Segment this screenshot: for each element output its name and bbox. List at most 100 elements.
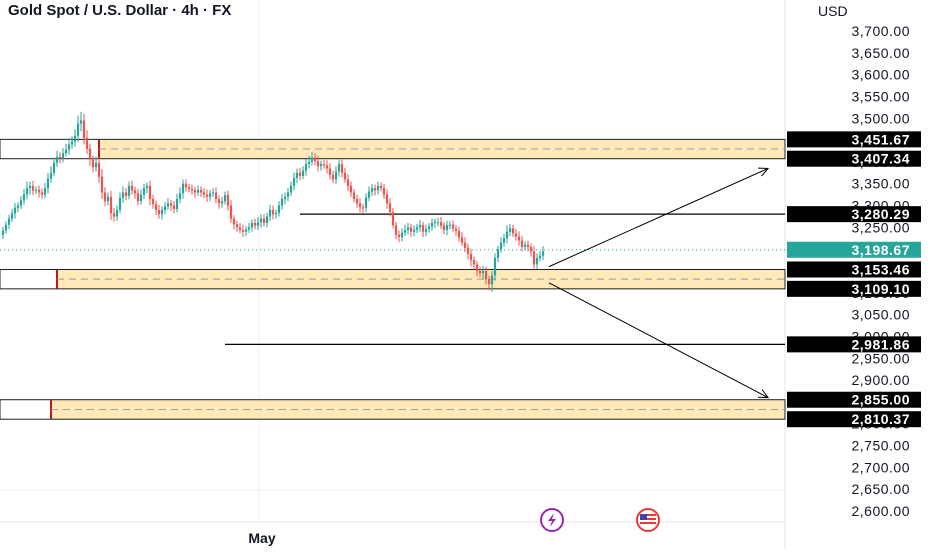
candle xyxy=(40,188,44,199)
candle-body xyxy=(19,200,23,206)
candle-body xyxy=(250,223,254,228)
candle xyxy=(166,198,170,210)
candle-body xyxy=(484,271,488,280)
x-axis-label: May xyxy=(248,530,275,546)
candle-body xyxy=(298,172,302,176)
candle xyxy=(367,186,371,202)
candle-body xyxy=(304,164,308,171)
candle xyxy=(463,237,467,253)
candle-body xyxy=(364,197,368,208)
level-label-text: 3,451.67 xyxy=(852,131,911,147)
candle-body xyxy=(520,240,524,247)
level-label-bg xyxy=(787,150,921,167)
candle-body xyxy=(319,164,323,167)
candle-body xyxy=(517,236,521,241)
candle xyxy=(346,174,350,192)
candle-body xyxy=(466,247,470,254)
candle xyxy=(19,195,23,210)
candle xyxy=(103,187,107,207)
candle-body xyxy=(391,212,395,226)
candle xyxy=(526,240,530,252)
candle xyxy=(496,245,500,263)
candle xyxy=(370,183,374,196)
candles-layer xyxy=(1,111,545,292)
candle xyxy=(106,192,110,206)
candle-body xyxy=(106,196,110,202)
candle xyxy=(310,152,314,166)
candle xyxy=(376,181,380,195)
candle-body xyxy=(163,206,167,210)
candle xyxy=(13,202,17,219)
y-tick-label: 3,500.00 xyxy=(852,110,911,126)
candle-body xyxy=(25,188,29,195)
candle xyxy=(157,204,161,219)
candle xyxy=(130,180,134,195)
candle xyxy=(271,205,275,220)
candle xyxy=(43,182,47,199)
candle-body xyxy=(316,161,320,167)
candle xyxy=(334,166,338,184)
candle-body xyxy=(277,205,281,213)
candle xyxy=(175,193,179,213)
candle-body xyxy=(7,218,11,225)
candle-body xyxy=(538,255,542,258)
candle-body xyxy=(460,237,464,243)
candle xyxy=(10,209,14,223)
level-label-bg xyxy=(787,261,921,278)
candle-body xyxy=(307,161,311,165)
candle xyxy=(325,160,329,174)
candle xyxy=(52,157,56,177)
candle-body xyxy=(508,228,512,232)
candle-body xyxy=(214,192,218,199)
candle-body xyxy=(370,188,374,192)
candle xyxy=(94,156,98,172)
candle xyxy=(316,155,320,172)
candle-body xyxy=(286,192,290,197)
candle-body xyxy=(139,194,143,202)
candle-body xyxy=(247,227,251,230)
candle-body xyxy=(421,225,425,232)
candle-body xyxy=(514,233,518,237)
candle-body xyxy=(58,156,62,158)
candle xyxy=(514,229,518,241)
candle-body xyxy=(349,185,353,193)
candle xyxy=(460,232,464,247)
candle-body xyxy=(64,149,68,154)
us-flag-icon[interactable] xyxy=(636,508,660,532)
candle-body xyxy=(262,218,266,223)
candle xyxy=(349,181,353,197)
candle-body xyxy=(232,218,236,225)
level-label-text: 2,855.00 xyxy=(852,392,911,408)
candle xyxy=(145,182,149,194)
candle xyxy=(232,215,236,230)
candle-body xyxy=(283,196,287,199)
candle xyxy=(331,170,335,183)
projection-arrowhead-0 xyxy=(757,167,770,177)
candle xyxy=(442,222,446,235)
candle-body xyxy=(346,179,350,186)
candle xyxy=(109,190,113,220)
lightning-icon[interactable] xyxy=(540,508,564,532)
x-axis-labels: May xyxy=(248,530,275,546)
candle xyxy=(190,184,194,195)
candle xyxy=(298,167,302,181)
candle-body xyxy=(400,232,404,237)
candle-body xyxy=(244,229,248,232)
candle-body xyxy=(145,185,149,189)
candle xyxy=(34,186,38,195)
candle-body xyxy=(229,205,233,219)
candle xyxy=(304,158,308,176)
candle-body xyxy=(67,144,71,150)
candle-body xyxy=(355,199,359,204)
candle xyxy=(457,226,461,242)
candle xyxy=(289,181,293,196)
candle xyxy=(73,129,77,147)
candle-body xyxy=(343,172,347,180)
candle-body xyxy=(427,226,431,230)
candle-body xyxy=(340,164,344,173)
candle-body xyxy=(142,188,146,195)
candle xyxy=(427,223,431,233)
candle xyxy=(337,159,341,177)
candle xyxy=(478,266,482,278)
